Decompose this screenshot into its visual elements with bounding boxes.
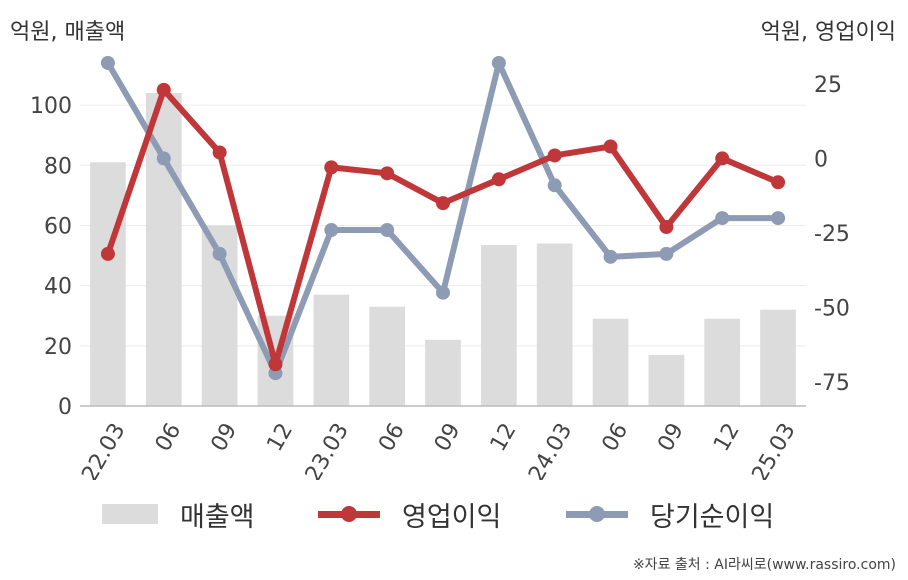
data-point bbox=[659, 220, 674, 235]
bar bbox=[760, 309, 796, 406]
data-point bbox=[380, 223, 395, 238]
data-point bbox=[715, 151, 730, 166]
data-point bbox=[659, 246, 674, 261]
x-axis-tick-label: 12 bbox=[486, 419, 522, 456]
bar bbox=[145, 93, 182, 407]
bar bbox=[648, 354, 685, 406]
data-point bbox=[156, 82, 171, 97]
data-point bbox=[212, 246, 227, 261]
x-axis-tick-label: 12 bbox=[709, 419, 745, 456]
left-axis-tick-label: 40 bbox=[44, 275, 72, 300]
data-point bbox=[547, 178, 562, 193]
bar bbox=[313, 294, 350, 406]
x-axis-tick-label: 24.03 bbox=[524, 419, 577, 480]
left-axis-tick-label: 0 bbox=[58, 395, 72, 420]
left-axis-tick-label: 60 bbox=[44, 214, 72, 239]
bar bbox=[90, 162, 126, 406]
data-point bbox=[603, 139, 618, 154]
bar bbox=[425, 339, 461, 406]
x-axis-tick-label: 09 bbox=[430, 419, 466, 456]
data-point bbox=[380, 166, 395, 181]
data-point bbox=[324, 223, 339, 238]
left-axis-tick-label: 20 bbox=[44, 335, 72, 360]
right-axis-tick-label: 0 bbox=[814, 147, 828, 172]
legend-item-revenue: 매출액 bbox=[102, 494, 255, 534]
right-axis-tick-label: 25 bbox=[814, 73, 842, 98]
data-point bbox=[715, 211, 730, 226]
x-axis-tick-label: 06 bbox=[374, 419, 410, 456]
data-point bbox=[324, 160, 339, 175]
data-point bbox=[100, 55, 115, 70]
right-axis-tick-label: -50 bbox=[814, 297, 850, 322]
data-point bbox=[212, 145, 227, 160]
legend-swatch-operating-profit bbox=[318, 503, 380, 525]
x-axis-tick-label: 09 bbox=[207, 419, 243, 456]
data-point bbox=[100, 246, 115, 261]
legend-label-net-income: 당기순이익 bbox=[650, 501, 775, 533]
source-note: ※자료 출처 : AI라씨로(www.rassiro.com) bbox=[632, 557, 896, 573]
data-point bbox=[156, 151, 171, 166]
legend-item-operating-profit: 영업이익 bbox=[318, 494, 501, 534]
right-axis-tick-label: -75 bbox=[814, 371, 850, 396]
right-axis-tick-label: -25 bbox=[814, 222, 850, 247]
x-axis-tick-label: 06 bbox=[151, 419, 187, 456]
x-axis-tick-label: 23.03 bbox=[301, 419, 354, 480]
data-point bbox=[491, 55, 506, 70]
bar bbox=[369, 306, 406, 406]
legend-label-revenue: 매출액 bbox=[180, 501, 255, 533]
bar bbox=[536, 243, 573, 406]
bar bbox=[592, 318, 629, 406]
data-point bbox=[436, 196, 450, 211]
legend-item-net-income: 당기순이익 bbox=[566, 494, 774, 534]
legend-swatch-revenue bbox=[102, 504, 158, 524]
x-axis-tick-label: 22.03 bbox=[77, 419, 130, 480]
data-point bbox=[603, 249, 618, 264]
data-point bbox=[547, 148, 562, 163]
legend-swatch-net-income bbox=[566, 503, 628, 525]
bar bbox=[480, 245, 517, 406]
data-point bbox=[436, 285, 450, 300]
x-axis-tick-label: 06 bbox=[598, 419, 634, 456]
left-axis-tick-label: 100 bbox=[30, 94, 72, 119]
left-axis-tick-label: 80 bbox=[44, 154, 72, 179]
left-axis-unit-label: 억원, 매출액 bbox=[10, 20, 126, 45]
data-point bbox=[771, 175, 786, 190]
legend-label-operating-profit: 영업이익 bbox=[402, 501, 502, 533]
data-point bbox=[771, 211, 786, 226]
data-point bbox=[491, 172, 506, 187]
x-axis-tick-label: 09 bbox=[653, 419, 689, 456]
x-axis-tick-label: 25.03 bbox=[748, 419, 801, 480]
data-point bbox=[268, 357, 283, 372]
right-axis-unit-label: 억원, 영업이익 bbox=[760, 20, 896, 45]
bar bbox=[704, 318, 741, 406]
x-axis-tick-label: 12 bbox=[262, 419, 298, 456]
